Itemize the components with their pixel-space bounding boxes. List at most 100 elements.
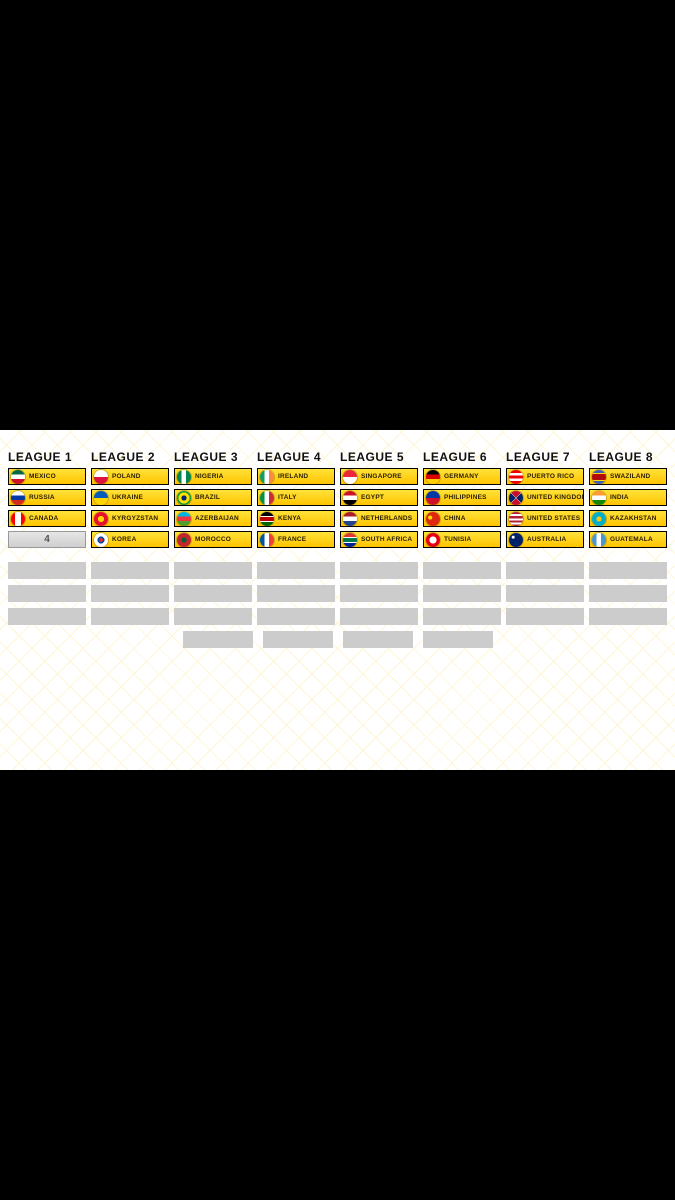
team-slot[interactable]: BRAZIL — [174, 489, 252, 506]
placeholder-bar — [91, 585, 169, 602]
placeholder-bar — [506, 562, 584, 579]
team-slot[interactable]: PHILIPPINES — [423, 489, 501, 506]
placeholder-bar — [8, 585, 86, 602]
team-slot[interactable]: UKRAINE — [91, 489, 169, 506]
league-column: LEAGUE 3 NIGERIA BRAZIL AZERBAIJAN MOROCCO — [174, 450, 252, 552]
league-header: LEAGUE 7 — [506, 450, 584, 464]
team-name: EGYPT — [361, 494, 384, 501]
team-name: KOREA — [112, 536, 136, 543]
team-name: UNITED STATES — [527, 515, 580, 522]
league-column: LEAGUE 5 SINGAPORE EGYPT NETHERLANDS SOUTH A… — [340, 450, 418, 552]
flag-icon — [260, 491, 274, 505]
team-name: AZERBAIJAN — [195, 515, 239, 522]
team-name: TUNISIA — [444, 536, 471, 543]
placeholder-bar — [340, 585, 418, 602]
team-slot[interactable]: KOREA — [91, 531, 169, 548]
team-name: SWAZILAND — [610, 473, 650, 480]
flag-icon — [426, 533, 440, 547]
team-slot[interactable]: MOROCCO — [174, 531, 252, 548]
team-name: FRANCE — [278, 536, 306, 543]
placeholder-bar — [257, 608, 335, 625]
flag-icon — [94, 512, 108, 526]
team-name: KENYA — [278, 515, 301, 522]
flag-icon — [592, 470, 606, 484]
flag-icon — [177, 512, 191, 526]
team-slot[interactable]: INDIA — [589, 489, 667, 506]
placeholder-bar — [174, 585, 252, 602]
placeholder-bar — [423, 562, 501, 579]
placeholder-bar — [91, 562, 169, 579]
flag-icon — [94, 470, 108, 484]
placeholder-bar — [423, 608, 501, 625]
team-name: PHILIPPINES — [444, 494, 487, 501]
league-header: LEAGUE 5 — [340, 450, 418, 464]
placeholder-bar — [423, 585, 501, 602]
league-panel: LEAGUE 1MEXICORUSSIACANADA4LEAGUE 2POLAN… — [0, 430, 675, 770]
flag-icon — [426, 491, 440, 505]
team-slot[interactable]: MEXICO — [8, 468, 86, 485]
team-slot[interactable]: GUATEMALA — [589, 531, 667, 548]
team-slot[interactable]: EGYPT — [340, 489, 418, 506]
team-slot[interactable]: CHINA — [423, 510, 501, 527]
content-area: LEAGUE 1MEXICORUSSIACANADA4LEAGUE 2POLAN… — [0, 430, 675, 648]
team-slot[interactable]: KENYA — [257, 510, 335, 527]
league-header: LEAGUE 3 — [174, 450, 252, 464]
team-slot[interactable]: AUSTRALIA — [506, 531, 584, 548]
placeholder-bar — [589, 562, 667, 579]
flag-icon — [426, 470, 440, 484]
placeholder-bar — [174, 562, 252, 579]
placeholder-bar — [8, 608, 86, 625]
team-name: GUATEMALA — [610, 536, 653, 543]
placeholder-row — [8, 585, 667, 602]
team-slot[interactable]: FRANCE — [257, 531, 335, 548]
flag-icon — [592, 533, 606, 547]
team-slot[interactable]: KYRGYZSTAN — [91, 510, 169, 527]
team-slot[interactable]: CANADA — [8, 510, 86, 527]
team-slot[interactable]: SINGAPORE — [340, 468, 418, 485]
flag-icon — [592, 512, 606, 526]
flag-icon — [177, 470, 191, 484]
placeholder-row-bottom — [8, 631, 667, 648]
team-slot[interactable]: SWAZILAND — [589, 468, 667, 485]
team-name: MEXICO — [29, 473, 56, 480]
flag-icon — [260, 533, 274, 547]
league-header: LEAGUE 6 — [423, 450, 501, 464]
placeholder-bar — [340, 562, 418, 579]
placeholder-bar — [257, 562, 335, 579]
placeholder-bar — [423, 631, 493, 648]
team-name: SOUTH AFRICA — [361, 536, 412, 543]
team-slot[interactable]: AZERBAIJAN — [174, 510, 252, 527]
team-slot-empty[interactable]: 4 — [8, 531, 86, 548]
team-slot[interactable]: UNITED STATES — [506, 510, 584, 527]
team-name: CANADA — [29, 515, 58, 522]
team-slot[interactable]: SOUTH AFRICA — [340, 531, 418, 548]
team-slot[interactable]: RUSSIA — [8, 489, 86, 506]
flag-icon — [343, 491, 357, 505]
team-name: KAZAKHSTAN — [610, 515, 657, 522]
league-header: LEAGUE 1 — [8, 450, 86, 464]
team-slot[interactable]: PUERTO RICO — [506, 468, 584, 485]
team-name: AUSTRALIA — [527, 536, 566, 543]
team-slot[interactable]: GERMANY — [423, 468, 501, 485]
team-slot[interactable]: NETHERLANDS — [340, 510, 418, 527]
team-slot[interactable]: KAZAKHSTAN — [589, 510, 667, 527]
league-column: LEAGUE 6 GERMANY PHILIPPINES CHINA TUNISIA — [423, 450, 501, 552]
placeholder-bar — [263, 631, 333, 648]
league-column: LEAGUE 8SWAZILANDINDIAKAZAKHSTANGUATEMAL… — [589, 450, 667, 552]
placeholder-bar — [8, 562, 86, 579]
placeholder-bar — [589, 608, 667, 625]
team-slot[interactable]: ITALY — [257, 489, 335, 506]
team-slot[interactable]: NIGERIA — [174, 468, 252, 485]
flag-icon — [260, 512, 274, 526]
team-slot[interactable]: POLAND — [91, 468, 169, 485]
placeholder-bar — [174, 608, 252, 625]
league-header: LEAGUE 4 — [257, 450, 335, 464]
flag-icon — [177, 491, 191, 505]
team-name: RUSSIA — [29, 494, 55, 501]
team-slot[interactable]: TUNISIA — [423, 531, 501, 548]
league-column: LEAGUE 4 IRELAND ITALY KENYA FRANCE — [257, 450, 335, 552]
team-slot[interactable]: IRELAND — [257, 468, 335, 485]
team-slot[interactable]: UNITED KINGDOM — [506, 489, 584, 506]
flag-icon — [509, 512, 523, 526]
league-column: LEAGUE 2POLANDUKRAINEKYRGYZSTANKOREA — [91, 450, 169, 552]
